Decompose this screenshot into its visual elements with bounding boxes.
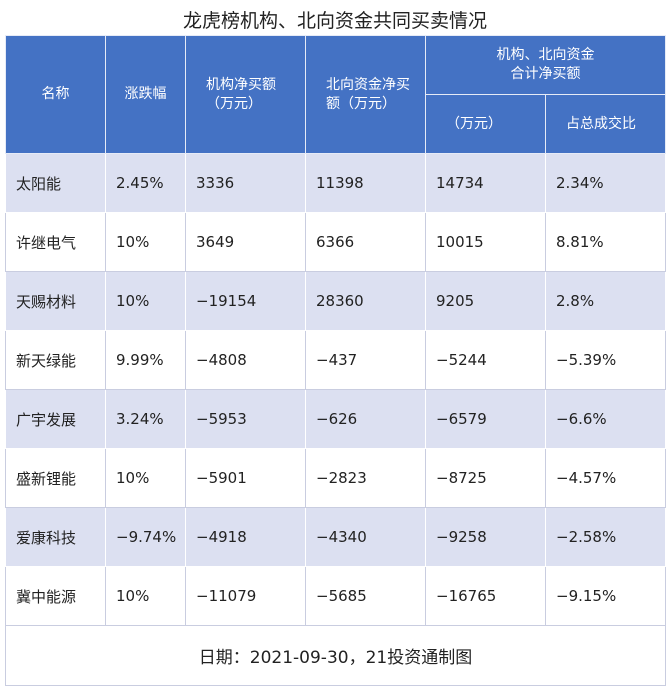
table-cell: 3649 — [185, 212, 306, 272]
group-header-cell: 机构、北向资金 合计净买额 — [425, 35, 666, 95]
table-cell: 8.81% — [545, 212, 666, 272]
table-cell: −2823 — [305, 448, 426, 508]
table-cell: −4808 — [185, 330, 306, 390]
header-line: 名称 — [41, 86, 70, 102]
table-cell: −4.57% — [545, 448, 666, 508]
table-row: 许继电气 10% 3649 6366 10015 8.81% — [5, 212, 666, 272]
header-cell: （万元） — [425, 94, 546, 154]
table-row: 天赐材料 10% −19154 28360 9205 2.8% — [5, 271, 666, 331]
table-cell: −5953 — [185, 389, 306, 449]
footer-row: 日期：2021-09-30，21投资通制图 — [5, 625, 666, 686]
table: 名称 涨跌幅 机构净买额 （万元） 北向资金净买 额（万元） 机构、北向资金 合计净买额 （万元… — [5, 35, 666, 686]
header-cell: 占总成交比 — [545, 94, 666, 154]
table-cell: −9.74% — [105, 507, 186, 567]
table-cell: −4340 — [305, 507, 426, 567]
header-line: 合计净买额 — [510, 66, 581, 82]
header-line: 额（万元） — [326, 95, 396, 112]
table-cell: 2.45% — [105, 153, 186, 213]
table-cell: 新天绿能 — [5, 330, 106, 390]
table-row: 新天绿能 9.99% −4808 −437 −5244 −5.39% — [5, 330, 666, 390]
table-header: 名称 涨跌幅 机构净买额 （万元） 北向资金净买 额（万元） 机构、北向资金 合计净买额 （万元… — [5, 35, 666, 154]
table-cell: −9.15% — [545, 566, 666, 626]
table-body: 太阳能 2.45% 3336 11398 14734 2.34% 许继电气 10% 3649 63… — [5, 153, 666, 686]
table-cell: 许继电气 — [5, 212, 106, 272]
header-row: （万元） 占总成交比 — [6, 94, 666, 154]
title: 龙虎榜机构、北向资金共同买卖情况 — [182, 10, 487, 32]
table-cell: −626 — [305, 389, 426, 449]
table-cell: 14734 — [425, 153, 546, 213]
table-cell: −6579 — [425, 389, 546, 449]
table-cell: 10% — [105, 566, 186, 626]
table-cell: 11398 — [305, 153, 426, 213]
header-line: 占总成交比 — [566, 115, 636, 132]
header-line: 机构净买额 — [206, 76, 276, 93]
table-cell: 6366 — [305, 212, 426, 272]
table-cell: −8725 — [425, 448, 546, 508]
table-cell: −5901 — [185, 448, 306, 508]
table-cell: 10015 — [425, 212, 546, 272]
table-cell: −11079 — [185, 566, 306, 626]
table-cell: 9.99% — [105, 330, 186, 390]
table-cell: 冀中能源 — [5, 566, 106, 626]
table-cell: −5685 — [305, 566, 426, 626]
header-cell: 北向资金净买 额（万元） — [305, 35, 426, 154]
table-cell: 2.34% — [545, 153, 666, 213]
table-cell: 2.8% — [545, 271, 666, 331]
table-cell: −5.39% — [545, 330, 666, 390]
header-line: 机构、北向资金 — [496, 47, 595, 63]
table-cell: 9205 — [425, 271, 546, 331]
table-row: 盛新锂能 10% −5901 −2823 −8725 −4.57% — [5, 448, 666, 508]
table-row: 广宇发展 3.24% −5953 −626 −6579 −6.6% — [5, 389, 666, 449]
table-cell: 28360 — [305, 271, 426, 331]
table-cell: −6.6% — [545, 389, 666, 449]
table-cell: −16765 — [425, 566, 546, 626]
table-cell: −2.58% — [545, 507, 666, 567]
table-cell: −4918 — [185, 507, 306, 567]
table-cell: −5244 — [425, 330, 546, 390]
table-cell: 太阳能 — [5, 153, 106, 213]
table-row: 太阳能 2.45% 3336 11398 14734 2.34% — [5, 153, 666, 213]
table-cell: 10% — [105, 271, 186, 331]
table-cell: −9258 — [425, 507, 546, 567]
table-cell: 3336 — [185, 153, 306, 213]
table-cell: −437 — [305, 330, 426, 390]
header-line: （万元） — [206, 95, 262, 112]
header-cell: 机构净买额 （万元） — [185, 35, 306, 154]
header-line: 北向资金净买 — [326, 76, 410, 93]
table-cell: −19154 — [185, 271, 306, 331]
header-cell: 名称 — [5, 35, 106, 154]
header-cell: 涨跌幅 — [105, 35, 186, 154]
footer: 日期：2021-09-30，21投资通制图 — [5, 625, 666, 686]
header-row: 名称 涨跌幅 机构净买额 （万元） 北向资金净买 额（万元） 机构、北向资金 合计净买额 — [5, 35, 666, 154]
table-cell: 广宇发展 — [5, 389, 106, 449]
table-cell: 3.24% — [105, 389, 186, 449]
header-line: 涨跌幅 — [124, 86, 167, 102]
table-cell: 天赐材料 — [5, 271, 106, 331]
table-cell: 爱康科技 — [5, 507, 106, 567]
header-line: （万元） — [446, 115, 502, 132]
table-row: 冀中能源 10% −11079 −5685 −16765 −9.15% — [5, 566, 666, 626]
table-cell: 10% — [105, 448, 186, 508]
table-cell: 盛新锂能 — [5, 448, 106, 508]
table-cell: 10% — [105, 212, 186, 272]
table-row: 爱康科技 −9.74% −4918 −4340 −9258 −2.58% — [5, 507, 666, 567]
